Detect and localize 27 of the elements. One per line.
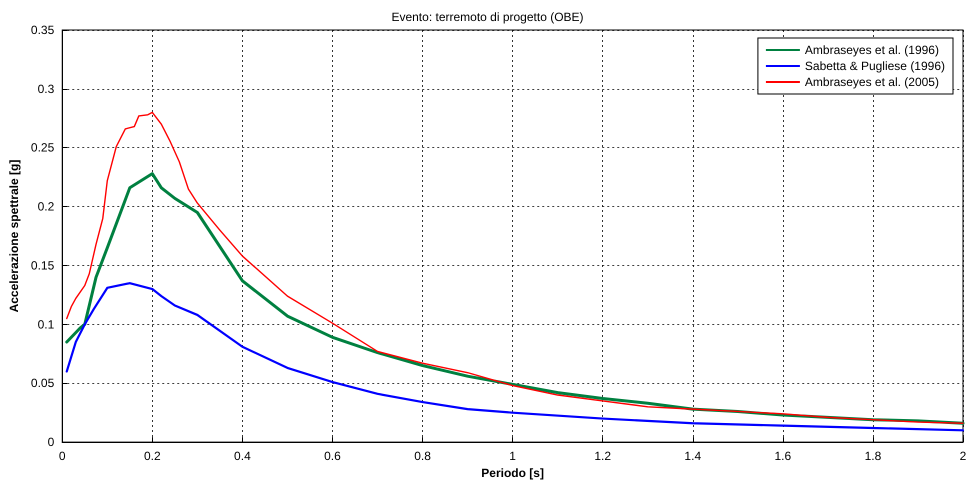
x-tick-label: 1.4 [684,449,702,464]
x-tick-label: 0.8 [414,449,432,464]
y-tick-label: 0.35 [30,23,55,37]
line-series [66,282,964,432]
x-tick-label: 2 [960,449,967,464]
y-axis-title: Accelerazione spettrale [g] [7,160,21,312]
y-tick-label: 0.15 [30,258,55,272]
chart-title: Evento: terremoto di progetto (OBE) [391,10,584,24]
y-tick-label: 0 [48,435,55,450]
x-tick-label: 0.2 [144,449,161,464]
legend-label: Sabetta & Pugliese (1996) [804,59,946,73]
x-tick-label: 0 [58,449,66,464]
y-tick-label: 0.2 [38,200,55,214]
x-tick-label: 1.6 [774,449,792,464]
legend-label: Ambraseyes et al. (1996) [804,43,939,57]
x-tick-label: 1.8 [864,449,882,464]
x-tick-label: 1 [509,449,516,464]
y-tick-label: 0.3 [38,82,55,96]
x-tick-label: 0.6 [324,449,342,464]
x-tick-label: 0.4 [234,449,252,464]
y-tick-label: 0.25 [30,140,55,155]
legend-label: Ambraseyes et al. (2005) [804,75,939,89]
x-axis-title: Periodo [s] [481,466,544,480]
x-tick-label: 1.2 [594,449,612,464]
y-tick-label: 0.05 [30,376,55,390]
y-tick-label: 0.1 [38,317,55,332]
line-series [66,112,964,424]
